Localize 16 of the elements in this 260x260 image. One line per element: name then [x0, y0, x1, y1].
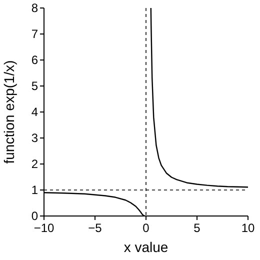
y-tick-label: 8 — [31, 1, 38, 15]
y-tick-label: 4 — [31, 105, 38, 119]
y-axis-title: function exp(1/x) — [1, 60, 17, 164]
y-tick-label: 1 — [31, 183, 38, 197]
y-tick-label: 0 — [31, 209, 38, 223]
x-tick-label: 0 — [142, 221, 150, 235]
y-tick-label: 2 — [31, 157, 38, 171]
y-tick-label: 3 — [31, 131, 38, 145]
x-tick-label: −5 — [88, 221, 102, 235]
y-tick-label: 7 — [31, 27, 38, 41]
x-tick-label: 10 — [241, 221, 255, 235]
x-axis-title: x value — [124, 239, 168, 255]
y-tick-label: 5 — [31, 79, 38, 93]
y-tick-label: 6 — [31, 53, 38, 67]
x-tick-label: −10 — [34, 221, 54, 235]
x-tick-label: 5 — [194, 221, 201, 235]
